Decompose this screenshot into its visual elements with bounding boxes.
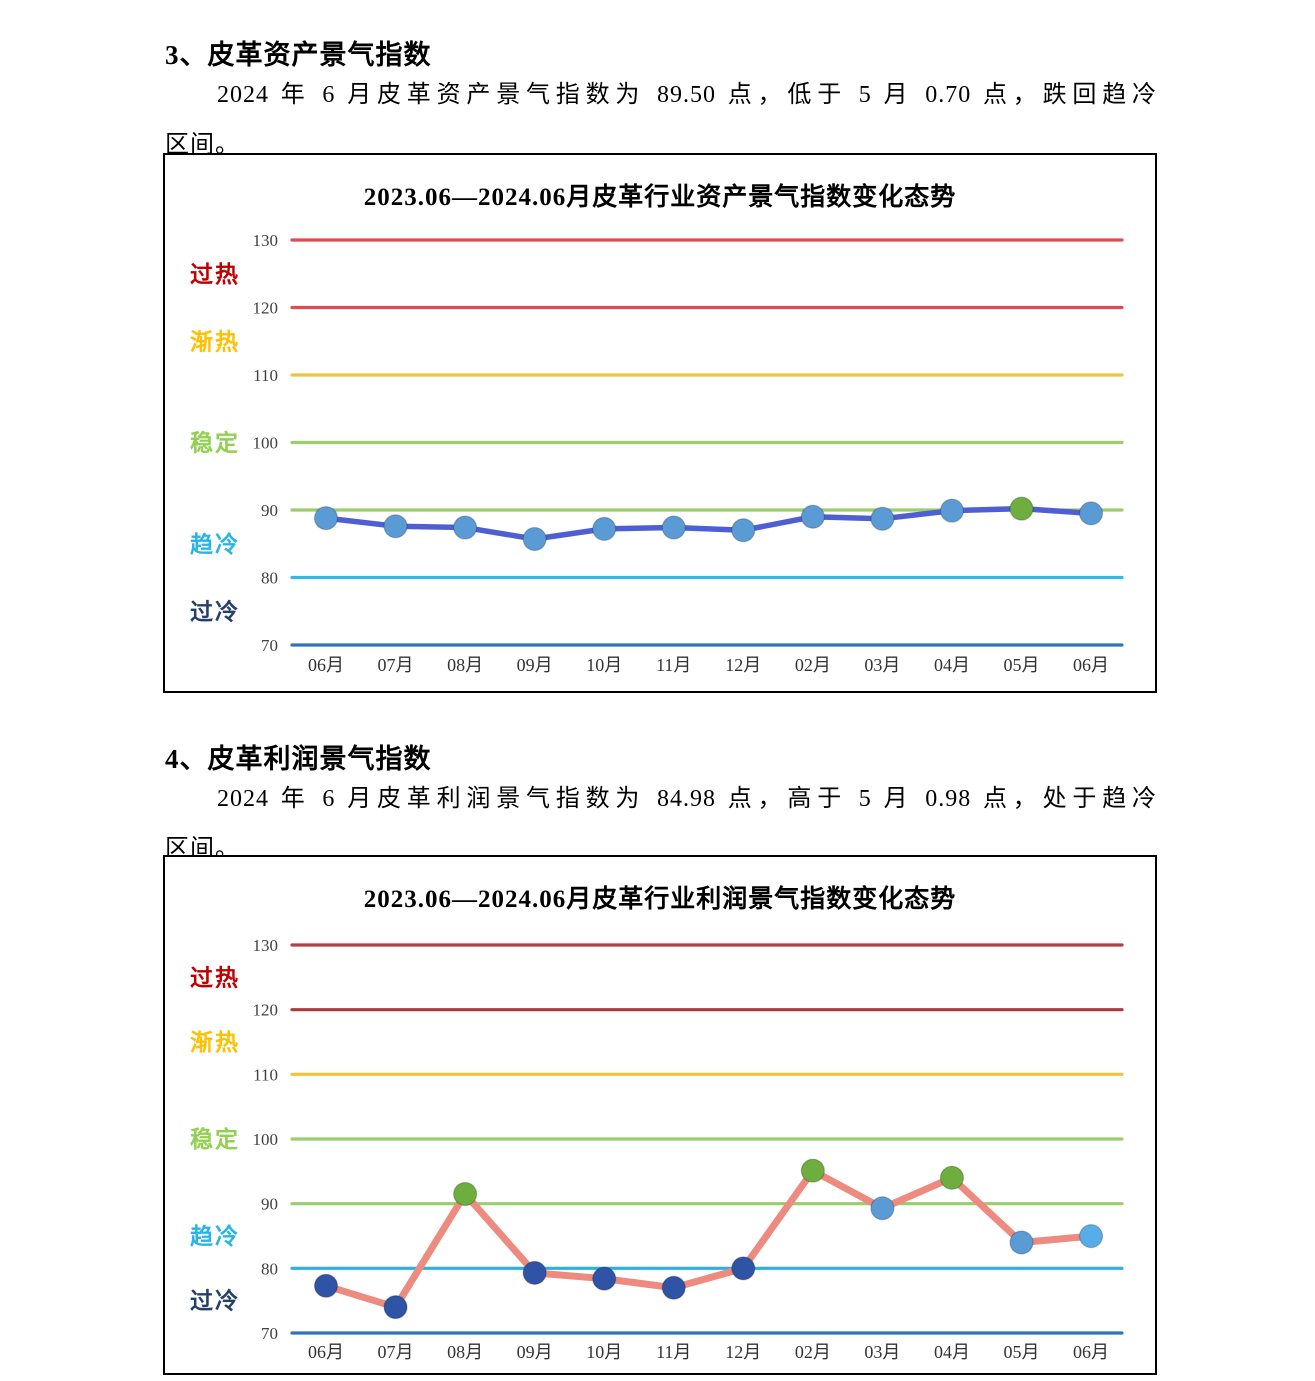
zone-label-稳定: 稳定 xyxy=(190,430,240,456)
zone-label-渐热: 渐热 xyxy=(190,329,240,354)
data-point-marker xyxy=(939,498,965,523)
x-axis-label: 02月 xyxy=(795,1342,831,1362)
x-axis-label: 05月 xyxy=(1004,655,1040,675)
y-tick-label: 100 xyxy=(253,434,279,453)
data-point-marker xyxy=(731,1256,756,1281)
y-tick-label: 80 xyxy=(261,569,278,588)
x-axis-label: 04月 xyxy=(934,655,970,675)
x-axis-label: 06月 xyxy=(1073,655,1109,675)
data-point-marker xyxy=(313,506,339,531)
data-point-marker xyxy=(453,1181,478,1207)
x-axis-label: 06月 xyxy=(308,655,344,675)
zone-label-过热: 过热 xyxy=(190,262,240,287)
y-tick-label: 70 xyxy=(261,1324,278,1343)
data-point-marker xyxy=(661,515,686,540)
section-4-heading: 4、皮革利润景气指数 xyxy=(165,744,432,774)
series-line xyxy=(322,1167,1095,1311)
x-axis-label: 03月 xyxy=(864,1342,900,1362)
x-axis-label: 04月 xyxy=(934,1342,970,1362)
profit-index-chart: 2023.06—2024.06月皮革行业利润景气指数变化态势 130 120 110… xyxy=(163,855,1157,1375)
series-line xyxy=(323,505,1094,542)
section-3-paragraph-line1: 2024 年 6 月皮革资产景气指数为 89.50 点，低于 5 月 0.70 … xyxy=(217,82,1157,108)
x-axis-label: 06月 xyxy=(1073,1342,1109,1362)
data-point-marker xyxy=(870,1196,895,1221)
x-axis-label: 11月 xyxy=(656,655,691,675)
data-point-marker xyxy=(1009,496,1034,521)
data-point-marker xyxy=(800,504,825,529)
data-point-marker xyxy=(453,515,478,540)
zone-label-渐热: 渐热 xyxy=(190,1030,240,1055)
x-axis-label: 12月 xyxy=(725,655,761,675)
x-axis-label: 07月 xyxy=(378,655,414,675)
data-point-marker xyxy=(1078,1224,1104,1249)
y-tick-label: 110 xyxy=(253,366,278,385)
data-point-marker xyxy=(661,1275,686,1300)
y-tick-label: 90 xyxy=(261,501,278,520)
x-axis-label: 07月 xyxy=(378,1342,414,1362)
x-axis-label: 03月 xyxy=(864,655,900,675)
section-3-paragraph: 2024 年 6 月皮革资产景气指数为 89.50 点，低于 5 月 0.70 … xyxy=(165,70,1157,170)
y-tick-label: 100 xyxy=(253,1130,279,1149)
data-point-marker xyxy=(522,526,547,552)
y-tick-label: 90 xyxy=(261,1195,278,1214)
x-axis-label: 12月 xyxy=(725,1342,761,1362)
x-axis-label: 10月 xyxy=(586,1342,622,1362)
asset-index-chart: 2023.06—2024.06月皮革行业资产景气指数变化态势 130 120 110… xyxy=(163,153,1157,693)
zone-label-趋冷: 趋冷 xyxy=(190,531,240,557)
x-axis-label: 11月 xyxy=(656,1342,691,1362)
data-point-marker xyxy=(870,506,895,531)
data-point-marker xyxy=(313,1273,339,1298)
y-tick-label: 70 xyxy=(261,636,278,655)
y-tick-label: 130 xyxy=(253,936,279,955)
x-axis-label: 09月 xyxy=(517,655,553,675)
x-axis-label: 10月 xyxy=(586,655,622,675)
zone-label-过热: 过热 xyxy=(190,965,240,990)
section-4-paragraph-line1: 2024 年 6 月皮革利润景气指数为 84.98 点，高于 5 月 0.98 … xyxy=(217,786,1157,812)
data-point-marker xyxy=(800,1158,825,1183)
y-tick-label: 80 xyxy=(261,1259,278,1278)
x-axis-label: 02月 xyxy=(795,655,831,675)
zone-label-过冷: 过冷 xyxy=(190,1288,240,1314)
profit-index-chart-title: 2023.06—2024.06月皮革行业利润景气指数变化态势 xyxy=(363,886,957,913)
x-axis-label: 06月 xyxy=(308,1342,344,1362)
data-point-marker xyxy=(522,1260,547,1285)
zone-label-过冷: 过冷 xyxy=(190,598,240,624)
y-tick-label: 130 xyxy=(253,231,279,250)
x-axis-label: 08月 xyxy=(447,655,483,675)
zone-label-趋冷: 趋冷 xyxy=(190,1223,240,1249)
data-point-marker xyxy=(731,518,756,543)
y-tick-label: 120 xyxy=(253,299,279,318)
data-point-marker xyxy=(1009,1230,1034,1255)
data-point-marker xyxy=(1078,501,1104,526)
zone-label-稳定: 稳定 xyxy=(190,1126,240,1152)
data-point-marker xyxy=(592,516,617,541)
x-axis-label: 05月 xyxy=(1004,1342,1040,1362)
y-tick-label: 110 xyxy=(253,1065,278,1084)
y-tick-label: 120 xyxy=(253,1001,279,1020)
data-point-marker xyxy=(383,514,408,539)
x-axis-label: 08月 xyxy=(447,1342,483,1362)
x-axis-label: 09月 xyxy=(517,1342,553,1362)
asset-index-chart-title: 2023.06—2024.06月皮革行业资产景气指数变化态势 xyxy=(363,184,957,211)
section-3-heading: 3、皮革资产景气指数 xyxy=(165,40,432,70)
data-point-marker xyxy=(939,1165,965,1190)
data-point-marker xyxy=(383,1295,408,1320)
data-point-marker xyxy=(592,1266,617,1291)
